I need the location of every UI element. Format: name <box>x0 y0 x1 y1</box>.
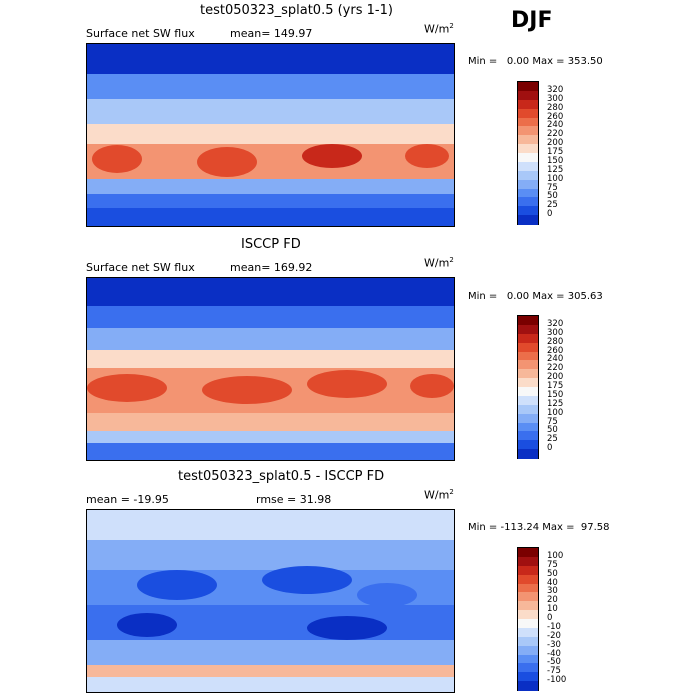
panel3-field <box>87 510 454 692</box>
colorbar-level-label: 75 <box>547 561 558 570</box>
panel3-colorbar <box>517 547 539 691</box>
colorbar-swatch <box>518 215 538 224</box>
panel2-units: W/m2 <box>424 256 454 270</box>
panel3-colorbar-labels: 100 75 50 40 30 20 10 0 -10 -20 -30 -40 -50 -75 -100 <box>547 547 587 691</box>
panel3-rmse: rmse = 31.98 <box>256 493 331 506</box>
colorbar-level-label: 100 <box>547 409 563 418</box>
colorbar-level-label: 100 <box>547 175 563 184</box>
panel2-title: ISCCP FD <box>241 237 301 252</box>
colorbar-level-label: 280 <box>547 338 563 347</box>
panel1-minmax: Min = 0.00 Max = 353.50 <box>468 56 603 67</box>
colorbar-level-label: 125 <box>547 400 563 409</box>
colorbar-level-label: 280 <box>547 104 563 113</box>
panel1-units: W/m2 <box>424 22 454 36</box>
colorbar-level-label: 300 <box>547 329 563 338</box>
panel3-title: test050323_splat0.5 - ISCCP FD <box>178 469 384 484</box>
panel3-map <box>86 509 455 693</box>
colorbar-level-label: 125 <box>547 166 563 175</box>
colorbar-swatch <box>518 681 538 690</box>
panel1-colorbar-labels: 320 300 280 260 240 220 200 175 150 125 100 75 50 25 0 <box>547 81 587 225</box>
colorbar-level-label: 0 <box>547 210 552 219</box>
panel3-units: W/m2 <box>424 488 454 502</box>
panel1-colorbar <box>517 81 539 225</box>
panel2-mean: mean= 169.92 <box>230 261 312 274</box>
panel2-colorbar-labels: 320 300 280 260 240 220 200 175 150 125 100 75 50 25 0 <box>547 315 587 459</box>
colorbar-level-label: 50 <box>547 570 558 579</box>
panel2-minmax: Min = 0.00 Max = 305.63 <box>468 291 603 302</box>
panel1-title: test050323_splat0.5 (yrs 1-1) <box>200 3 393 18</box>
panel1-mean: mean= 149.97 <box>230 27 312 40</box>
colorbar-level-label: -20 <box>547 632 561 641</box>
panel1-map <box>86 43 455 227</box>
panel1-variable: Surface net SW flux <box>86 27 195 40</box>
season-label: DJF <box>511 8 552 33</box>
panel3-mean: mean = -19.95 <box>86 493 169 506</box>
colorbar-swatch <box>518 449 538 458</box>
panel3-minmax: Min = -113.24 Max = 97.58 <box>468 522 610 533</box>
colorbar-level-label: 300 <box>547 95 563 104</box>
panel2-field <box>87 278 454 460</box>
colorbar-level-label: -30 <box>547 641 561 650</box>
panel2-variable: Surface net SW flux <box>86 261 195 274</box>
panel2-colorbar <box>517 315 539 459</box>
colorbar-level-label: 0 <box>547 444 552 453</box>
panel2-map <box>86 277 455 461</box>
colorbar-level-label: -100 <box>547 676 566 685</box>
panel1-field <box>87 44 454 226</box>
